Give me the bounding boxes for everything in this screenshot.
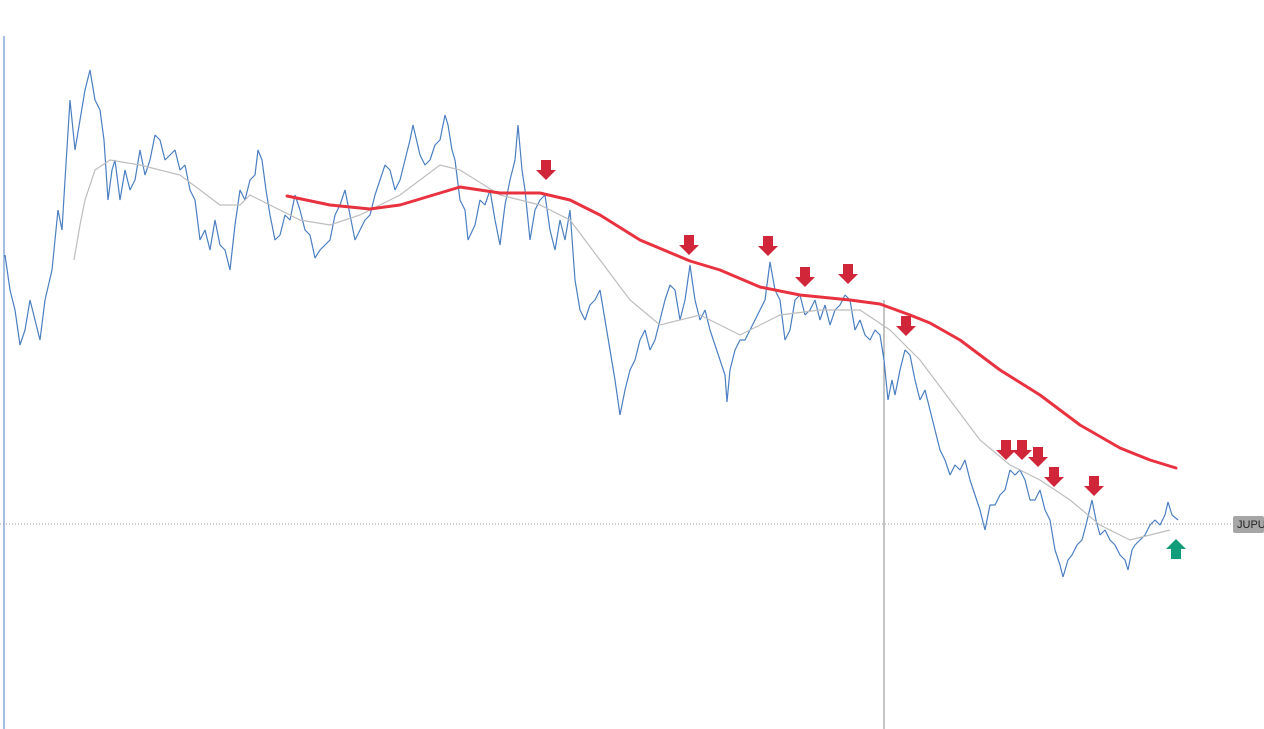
price-tag: JUPU — [1237, 519, 1264, 531]
slow-moving-average — [285, 185, 1178, 470]
price-bars — [4, 69, 1179, 578]
fast-moving-average — [73, 159, 1171, 541]
price-tag-box — [1233, 516, 1264, 533]
